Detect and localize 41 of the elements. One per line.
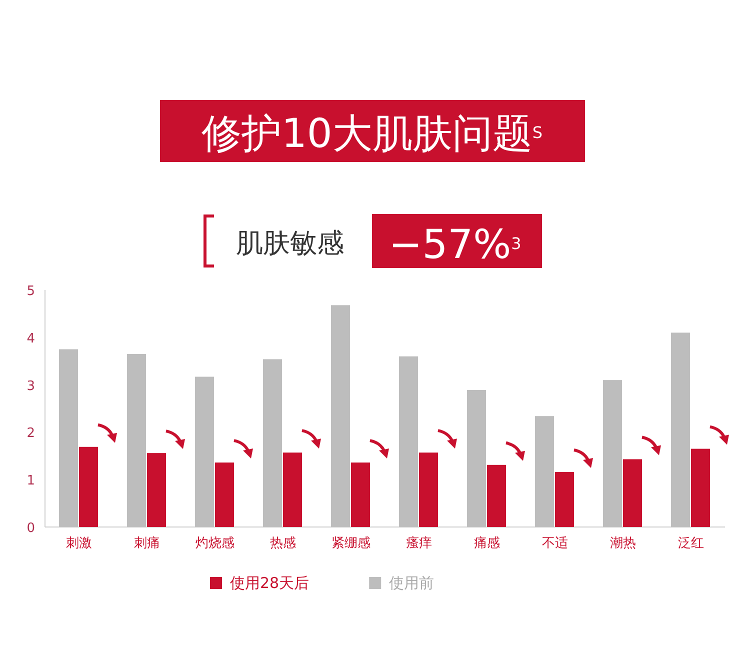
bar [127,354,146,527]
legend-label: 使用前 [389,574,434,592]
bar [59,349,78,527]
y-tick-label: 2 [26,426,35,442]
y-tick-label: 1 [26,474,35,489]
text: −57%$^{3}$ [388,222,522,268]
bar [195,376,214,527]
x-tick-label: 紧绷感 [332,536,370,551]
bar [419,452,438,527]
x-tick-label: 刺激 [66,536,92,551]
bar [535,416,554,527]
x-tick-label: 热感 [270,536,296,551]
bar [487,464,506,527]
bar [283,452,302,527]
x-tick-label: 潮热 [610,536,636,551]
bar [623,459,642,527]
y-tick-label: 4 [26,331,35,346]
bar [555,472,574,527]
x-tick-label: 瘙痒 [406,536,432,551]
bar [671,332,690,527]
bar [351,462,370,527]
x-tick-label: 刺痛 [134,536,160,551]
y-tick-label: 0 [26,521,35,536]
bar [467,390,486,527]
x-tick-label: 痛感 [474,536,500,551]
x-tick-label: 灼烧感 [196,536,234,551]
bar [79,446,98,527]
bar [147,453,166,527]
bar [263,359,282,527]
bar [399,356,418,527]
y-tick-label: 3 [26,378,35,394]
legend-label: 使用28天后 [230,574,310,592]
bar [215,462,234,527]
chart-subtitle: 肌肤敏感 [236,228,344,259]
x-tick-label: 泛红 [678,536,704,551]
chart-title: 修护10大肌肤问题$^{S}$ [201,111,543,157]
x-tick-label: 不适 [542,536,568,551]
bar [603,380,622,527]
bar [331,305,350,527]
y-tick-label: 5 [26,284,35,299]
bar [691,448,710,527]
